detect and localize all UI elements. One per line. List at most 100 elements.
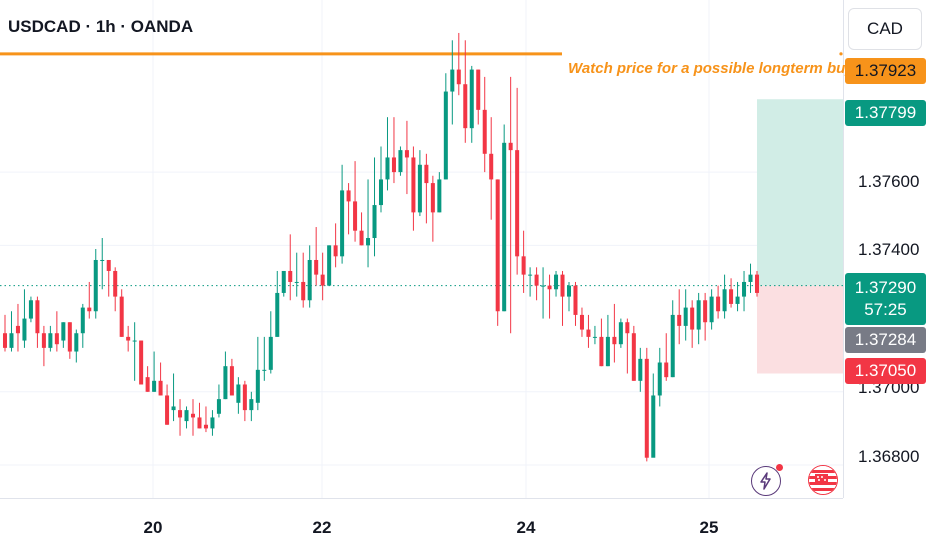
watch-price-tag: 1.37923 [845, 58, 926, 84]
candle-body [515, 150, 520, 257]
candle-body [463, 84, 468, 129]
candle-body [638, 358, 643, 381]
candle-body [301, 281, 306, 301]
candle-body [372, 205, 377, 239]
candle-body [404, 150, 409, 158]
candle-body [249, 399, 254, 411]
candle-body [288, 270, 293, 282]
candle-body [28, 300, 33, 319]
candle-body [145, 377, 150, 392]
candle-body [54, 333, 59, 345]
candle-body [495, 179, 500, 312]
candle-body [391, 157, 396, 173]
candle-body [223, 366, 228, 400]
y-tick-label: 1.37600 [858, 172, 920, 191]
candle-body [275, 292, 280, 337]
candle-body [625, 322, 630, 334]
lightning-icon[interactable] [751, 464, 783, 496]
currency-button[interactable]: CAD [848, 8, 922, 50]
candle-body [586, 329, 591, 337]
candle-body [476, 69, 481, 110]
candle-body [35, 300, 40, 334]
candle-body [61, 322, 66, 341]
candle-body [80, 307, 85, 334]
price-lines [0, 52, 843, 287]
candle-body [184, 410, 189, 422]
candle-body [353, 201, 358, 231]
candle-body [178, 410, 183, 418]
candle-body [9, 333, 14, 348]
candle-body [366, 238, 371, 246]
candle-body [528, 274, 533, 276]
candle-body [508, 142, 513, 151]
chart-grid [0, 0, 843, 498]
candle-body [521, 256, 526, 275]
current-price-tag: 1.37290 57:25 [845, 273, 926, 325]
candle-body [106, 259, 111, 271]
candle-body [437, 179, 442, 213]
candle-body [566, 285, 572, 297]
symbol-title[interactable]: USDCAD · 1h · OANDA [8, 17, 194, 36]
gray-price-tag: 1.37284 [845, 327, 926, 353]
candle-body [618, 322, 623, 345]
candle-body [197, 417, 202, 429]
y-tick-label: 1.37400 [858, 240, 920, 259]
candle-body [664, 362, 669, 378]
candle-body [742, 281, 747, 297]
candle-body [754, 274, 760, 293]
candle-body [735, 296, 740, 304]
candle-body [48, 333, 53, 348]
candle-body [320, 274, 325, 286]
candle-body [541, 285, 546, 287]
candle-body [644, 358, 649, 458]
candle-body [677, 314, 682, 326]
x-tick-label: 25 [699, 518, 719, 537]
candle-body [573, 285, 578, 315]
notification-dot [776, 464, 783, 471]
candle-body [216, 399, 221, 414]
x-tick-label: 20 [143, 518, 163, 537]
candle-body [210, 417, 215, 429]
candle-body [262, 369, 267, 371]
candle-body [314, 259, 319, 275]
target-zone [757, 99, 843, 286]
candle-body [443, 91, 448, 180]
candle-body [554, 274, 559, 290]
candle-body [696, 300, 701, 330]
us-flag-icon[interactable] [808, 465, 838, 495]
stop-price-tag: 1.37050 [845, 358, 926, 384]
candle-body [119, 296, 124, 337]
candle-body [333, 245, 338, 257]
candle-body [307, 259, 312, 301]
horizontal-line-annotation[interactable]: Watch price for a possible longterm buy [568, 60, 854, 77]
candlestick-series [2, 32, 760, 462]
candle-body [2, 333, 8, 348]
position-zones [757, 99, 843, 374]
candle-body [482, 109, 487, 154]
candle-body [87, 307, 92, 312]
candle-body [722, 289, 727, 312]
candle-body [599, 336, 604, 367]
candle-body [683, 307, 688, 326]
candle-body [651, 395, 656, 458]
candle-body [411, 157, 416, 213]
candle-body [139, 340, 144, 385]
candle-body [430, 183, 435, 213]
candle-body [165, 395, 170, 425]
candle-body [294, 281, 299, 283]
candle-body [93, 259, 98, 312]
candle-body [502, 142, 507, 312]
candle-body [327, 245, 332, 286]
candle-body [748, 274, 753, 282]
candle-body [385, 157, 390, 180]
candle-body [346, 190, 351, 202]
candle-body [126, 336, 131, 341]
x-tick-label: 24 [516, 518, 536, 537]
candle-body [417, 164, 422, 213]
candle-body [592, 336, 597, 338]
candle-body [703, 300, 708, 323]
target-price-tag: 1.37799 [845, 100, 926, 126]
candle-body [560, 274, 565, 297]
candle-body [398, 150, 403, 173]
